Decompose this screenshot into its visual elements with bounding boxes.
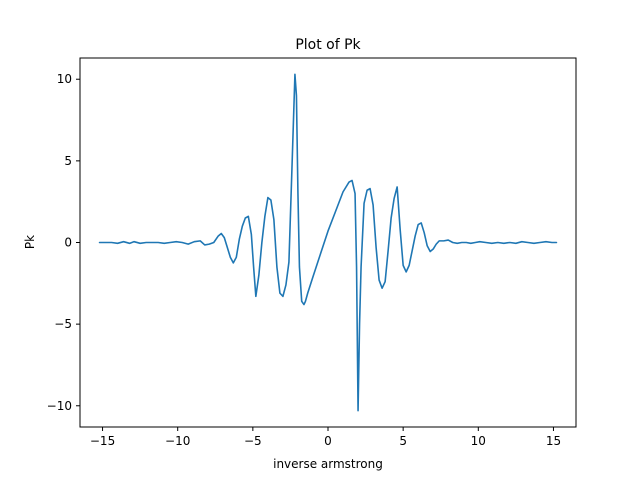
y-tick-label: −10 [47,399,72,413]
y-tick-label: 0 [64,236,72,250]
series-layer [98,73,558,412]
x-axis-label: inverse armstrong [273,457,383,471]
y-tick-label: 10 [57,72,72,86]
plot-frame [79,57,577,428]
chart-title: Plot of Pk [295,37,361,53]
x-tick-label: 0 [324,434,332,448]
x-tick-label: −10 [165,434,190,448]
y-tick-label: 5 [64,154,72,168]
x-tick-label: 5 [399,434,407,448]
x-tick-label: −15 [90,434,115,448]
series-line [98,73,558,412]
x-tick-label: 15 [546,434,561,448]
x-tick-label: −5 [244,434,262,448]
y-axis-label: Pk [23,235,37,249]
y-axis-ticks: −10 −5 0 5 10 [47,72,80,413]
x-tick-label: 10 [471,434,486,448]
x-axis-ticks: −15 −10 −5 0 5 10 15 [90,427,561,448]
y-tick-label: −5 [54,317,72,331]
